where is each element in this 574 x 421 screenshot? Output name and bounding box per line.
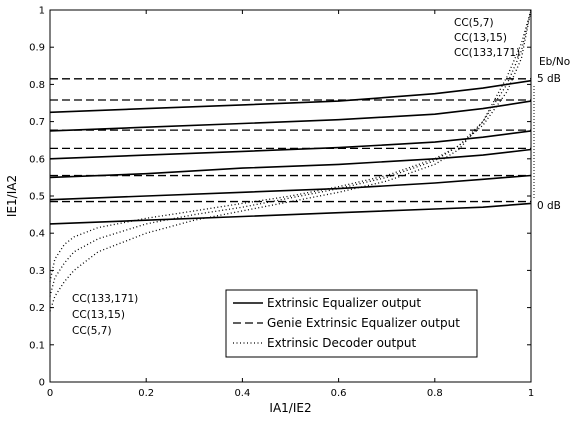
y-tick-label: 0.1 bbox=[29, 340, 45, 351]
equalizer-curve-4 bbox=[49, 130, 532, 160]
y-tick-label: 0.7 bbox=[29, 117, 45, 128]
x-tick-label: 0.2 bbox=[138, 388, 154, 399]
y-axis-label: IE1/IA2 bbox=[5, 175, 19, 217]
decoder-curve-1 bbox=[49, 9, 532, 282]
legend-label-decoder: Extrinsic Decoder output bbox=[267, 336, 416, 350]
ebno-low-label: 0 dB bbox=[537, 200, 561, 212]
plot-lines bbox=[49, 9, 532, 312]
y-tick-label: 0.8 bbox=[29, 80, 45, 91]
annotations: CC(5,7) CC(13,15) CC(133,171) CC(133,171… bbox=[72, 17, 570, 337]
annotation-top-right-2: CC(13,15) bbox=[454, 32, 507, 44]
annotation-bottom-left-2: CC(13,15) bbox=[72, 309, 125, 321]
y-tick-label: 0.2 bbox=[29, 303, 45, 314]
annotation-bottom-left-3: CC(5,7) bbox=[72, 325, 112, 337]
ebno-label: Eb/No bbox=[539, 56, 570, 68]
ebno-high-label: 5 dB bbox=[537, 73, 561, 85]
y-tick-label: 0.6 bbox=[29, 154, 45, 165]
y-tick-label: 0.5 bbox=[29, 192, 45, 203]
annotation-top-right-1: CC(5,7) bbox=[454, 17, 494, 29]
x-axis-label: IA1/IE2 bbox=[269, 401, 311, 415]
legend-label-equalizer: Extrinsic Equalizer output bbox=[267, 296, 421, 310]
legend-box bbox=[225, 289, 478, 358]
x-tick-label: 0.6 bbox=[331, 388, 347, 399]
x-tick-label: 0 bbox=[47, 388, 53, 399]
x-tick-label: 1 bbox=[528, 388, 534, 399]
equalizer-curve-2 bbox=[49, 174, 532, 201]
equalizer-curve-3 bbox=[49, 148, 532, 179]
equalizer-curve-6 bbox=[49, 79, 532, 114]
y-tick-label: 0.4 bbox=[29, 229, 45, 240]
axis-ticks: 0 0.2 0.4 0.6 0.8 1 0 0.1 0.2 0.3 0.4 0.5 0.6 0.7 0.8 0… bbox=[29, 6, 534, 400]
equalizer-curve-5 bbox=[49, 100, 532, 132]
annotation-top-right-3: CC(133,171) bbox=[454, 47, 520, 59]
y-tick-label: 1 bbox=[39, 6, 45, 17]
x-tick-label: 0.4 bbox=[234, 388, 250, 399]
y-tick-label: 0.3 bbox=[29, 266, 45, 277]
y-tick-label: 0.9 bbox=[29, 43, 45, 54]
y-tick-label: 0 bbox=[39, 378, 45, 389]
legend: Extrinsic Equalizer output Genie Extrins… bbox=[225, 289, 478, 358]
legend-label-genie: Genie Extrinsic Equalizer output bbox=[267, 316, 460, 330]
equalizer-curve-1 bbox=[49, 202, 532, 225]
x-tick-label: 0.8 bbox=[427, 388, 443, 399]
annotation-bottom-left-1: CC(133,171) bbox=[72, 293, 138, 305]
